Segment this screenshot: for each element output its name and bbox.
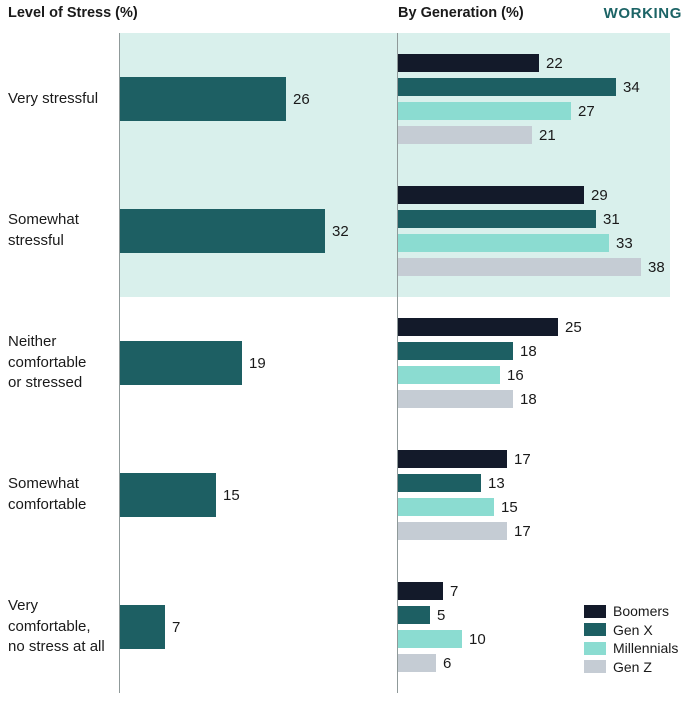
legend-label: Gen Z — [613, 658, 652, 675]
category-label: Somewhat comfortable — [8, 475, 87, 513]
generation-bar-value: 27 — [578, 102, 595, 120]
generation-bar-value: 22 — [546, 54, 563, 72]
category-label: Neither comfortable or stressed — [8, 332, 87, 392]
generation-bar-millennials — [398, 102, 571, 120]
generation-bar-millennials — [398, 234, 609, 252]
overall-bar — [120, 341, 242, 385]
generation-bar-value: 13 — [488, 474, 505, 492]
legend-item-gen-x: Gen X — [584, 621, 678, 640]
generation-bar-gen-x — [398, 78, 616, 96]
generation-bar-value: 21 — [539, 126, 556, 144]
generation-bar-value: 18 — [520, 342, 537, 360]
legend-label: Boomers — [613, 603, 670, 620]
generation-bar-millennials — [398, 366, 500, 384]
generation-bar-boomers — [398, 450, 507, 468]
generation-bar-gen-z — [398, 654, 436, 672]
generation-bar-value: 17 — [514, 522, 531, 540]
generation-bar-gen-x — [398, 342, 513, 360]
left-panel-title: Level of Stress (%) — [8, 5, 138, 21]
left-panel-axis-line — [119, 33, 120, 693]
generation-bar-value: 33 — [616, 234, 633, 252]
overall-bar-value: 7 — [172, 618, 181, 636]
generation-bar-gen-z — [398, 522, 507, 540]
legend-swatch-boomers — [584, 604, 606, 618]
overall-bar-value: 32 — [332, 222, 349, 240]
generation-bar-value: 38 — [648, 258, 665, 276]
legend-label: Millennials — [613, 640, 679, 657]
generation-bar-value: 15 — [501, 498, 518, 516]
generation-bar-value: 25 — [565, 318, 582, 336]
overall-bar-value: 15 — [223, 486, 240, 504]
legend-item-boomers: Boomers — [584, 602, 678, 621]
generation-bar-gen-x — [398, 606, 430, 624]
category-label: Very stressful — [8, 89, 99, 107]
category-label: Very comfortable, no stress at all — [8, 596, 105, 656]
working-badge: WORKING — [603, 5, 682, 22]
generation-bar-value: 16 — [507, 366, 524, 384]
right-panel-axis-line — [397, 33, 398, 693]
overall-bar — [120, 473, 216, 517]
legend-item-millennials: Millennials — [584, 639, 678, 658]
generation-bar-value: 34 — [623, 78, 640, 96]
overall-bar — [120, 77, 286, 121]
generation-bar-value: 7 — [450, 582, 459, 600]
generation-bar-boomers — [398, 54, 539, 72]
right-panel-title: By Generation (%) — [398, 5, 524, 21]
generation-bar-value: 5 — [437, 606, 446, 624]
generation-bar-gen-z — [398, 258, 641, 276]
generation-bar-value: 10 — [469, 630, 486, 648]
generation-bar-gen-x — [398, 210, 596, 228]
generation-bar-boomers — [398, 582, 443, 600]
generation-bar-millennials — [398, 630, 462, 648]
generation-bar-value: 29 — [591, 186, 608, 204]
generation-bar-value: 18 — [520, 390, 537, 408]
legend-swatch-gen-x — [584, 623, 606, 637]
legend-swatch-millennials — [584, 641, 606, 655]
legend-item-gen-z: Gen Z — [584, 658, 678, 677]
generation-bar-value: 31 — [603, 210, 620, 228]
category-label: Somewhat stressful — [8, 211, 79, 249]
overall-bar-value: 19 — [249, 354, 266, 372]
overall-bar — [120, 605, 165, 649]
legend: Boomers Gen X Millennials Gen Z — [584, 602, 678, 676]
overall-bar-value: 26 — [293, 90, 310, 108]
legend-label: Gen X — [613, 621, 653, 638]
generation-bar-boomers — [398, 318, 558, 336]
generation-bar-gen-z — [398, 126, 532, 144]
generation-bar-millennials — [398, 498, 494, 516]
overall-bar — [120, 209, 325, 253]
generation-bar-value: 6 — [443, 654, 452, 672]
generation-bar-value: 17 — [514, 450, 531, 468]
legend-swatch-gen-z — [584, 660, 606, 674]
generation-bar-gen-x — [398, 474, 481, 492]
generation-bar-gen-z — [398, 390, 513, 408]
generation-bar-boomers — [398, 186, 584, 204]
